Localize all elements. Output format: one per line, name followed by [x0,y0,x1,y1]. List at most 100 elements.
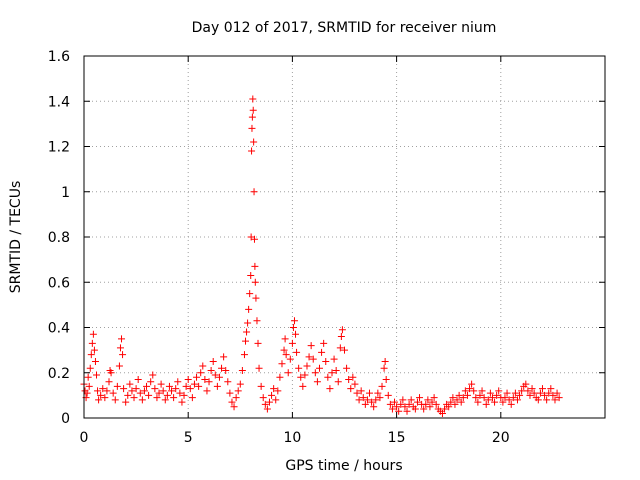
data-point [234,387,242,395]
data-point [170,394,178,402]
data-point [218,364,226,372]
data-point [86,364,94,372]
data-point [245,305,253,313]
data-point [282,351,290,359]
data-point [376,394,384,402]
data-point [151,385,159,393]
data-point [97,391,105,399]
data-point [165,382,173,390]
data-point [157,380,165,388]
data-point [228,398,236,406]
data-point [122,398,130,406]
data-point [538,385,546,393]
y-tick-label: 1.2 [48,140,70,156]
data-point [547,385,555,393]
data-point [366,389,374,397]
data-point [255,364,263,372]
data-point [499,398,507,406]
data-point [480,394,488,402]
data-point [343,364,351,372]
data-point [484,396,492,404]
data-point [351,380,359,388]
data-point [363,396,371,404]
data-point [305,353,313,361]
data-point [209,357,217,365]
data-point [147,378,155,386]
data-point [254,339,262,347]
data-point [186,385,194,393]
data-point [524,387,532,395]
grid [84,56,605,418]
data-point [120,385,128,393]
data-point [518,387,526,395]
data-point [513,396,521,404]
data-point [207,366,215,374]
data-point [457,398,465,406]
data-point [430,394,438,402]
data-point [128,387,136,395]
data-point [307,342,315,350]
data-point [174,378,182,386]
data-point [359,394,367,402]
data-point [240,351,248,359]
data-point [478,387,486,395]
data-point [105,378,113,386]
data-point [472,394,480,402]
data-point [482,400,490,408]
y-axis-label: SRMTID / TECUs [8,181,24,294]
data-point [384,391,392,399]
data-point [315,364,323,372]
y-tick-label: 0.2 [48,366,70,382]
data-point [432,400,440,408]
data-point [84,373,92,381]
y-tick-label: 1.6 [48,49,70,65]
data-point [338,326,346,334]
data-point [422,400,430,408]
data-point [551,396,559,404]
data-point [309,355,317,363]
data-point [336,344,344,352]
data-point [332,366,340,374]
data-point [163,391,171,399]
data-point [395,407,403,415]
data-point [381,357,389,365]
data-point [95,396,103,404]
data-points [80,95,563,417]
data-point [401,403,409,411]
data-point [193,373,201,381]
data-point [250,138,258,146]
data-point [197,369,205,377]
data-point [378,382,386,390]
data-point [203,387,211,395]
data-point [345,376,353,384]
data-point [248,113,256,121]
data-point [553,389,561,397]
data-point [220,353,228,361]
data-point [211,371,219,379]
data-point [405,400,413,408]
data-point [459,394,467,402]
data-point [116,344,124,352]
data-point [293,348,301,356]
data-point [274,387,282,395]
data-point [411,405,419,413]
data-point [132,385,140,393]
data-point [265,398,273,406]
data-point [330,355,338,363]
data-point [155,389,163,397]
chart-title: Day 012 of 2017, SRMTID for receiver niu… [192,20,497,36]
data-point [468,380,476,388]
data-point [159,387,167,395]
data-point [168,387,176,395]
data-point [303,362,311,370]
data-point [503,389,511,397]
data-point [361,400,369,408]
data-point [426,403,434,411]
data-point [466,385,474,393]
data-point [391,398,399,406]
data-point [290,317,298,325]
data-point [505,396,513,404]
data-point [93,371,101,379]
data-point [528,385,536,393]
data-point [441,405,449,413]
